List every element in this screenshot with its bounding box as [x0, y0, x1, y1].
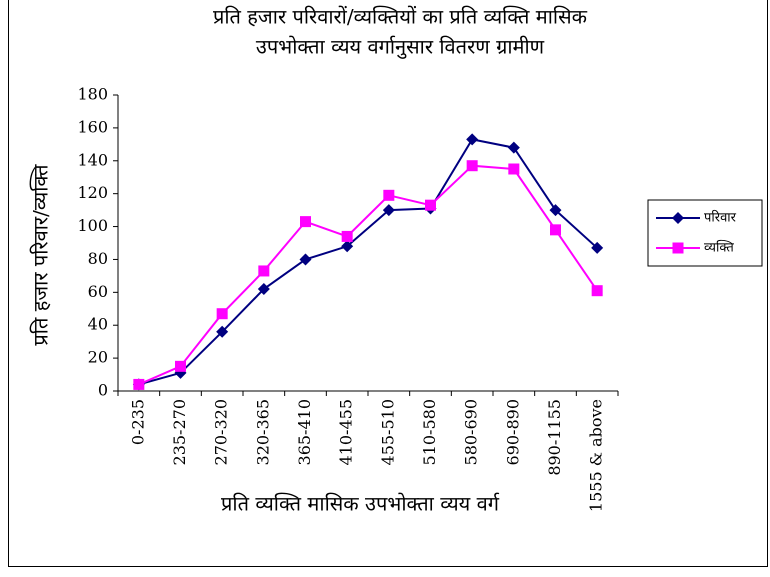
marker	[216, 325, 229, 338]
y-tick-label: 100	[77, 216, 108, 235]
marker	[672, 212, 684, 224]
marker	[257, 283, 270, 296]
marker	[299, 253, 312, 266]
marker	[300, 216, 311, 228]
marker	[508, 163, 520, 175]
legend-label: परिवार	[704, 210, 737, 226]
x-tick-label: 0-235	[128, 399, 147, 445]
marker	[466, 133, 479, 146]
y-tick-label: 160	[77, 117, 108, 136]
x-axis-label: प्रति व्यक्ति मासिक उपभोक्ता व्यय वर्ग	[221, 492, 500, 516]
marker	[382, 204, 395, 217]
marker	[591, 285, 603, 297]
x-tick-label: 235-270	[170, 399, 189, 465]
marker	[550, 224, 561, 236]
marker	[507, 141, 520, 154]
x-tick-label: 410-455	[337, 399, 356, 465]
marker	[341, 230, 353, 242]
y-tick-label: 60	[88, 282, 108, 301]
legend-box	[647, 199, 763, 267]
marker	[133, 378, 145, 390]
series-line	[138, 138, 598, 386]
marker	[672, 242, 684, 254]
marker	[258, 265, 270, 277]
chart-title: प्रति हजार परिवारों/व्यक्तियों का प्रति …	[213, 5, 588, 29]
marker	[549, 204, 562, 217]
marker	[591, 241, 604, 254]
x-tick-label: 270-320	[212, 399, 231, 465]
y-tick-label: 180	[77, 85, 108, 104]
marker	[216, 308, 228, 320]
x-tick-label: 455-510	[378, 399, 397, 465]
y-tick-label: 120	[77, 183, 108, 202]
y-tick-label: 0	[98, 381, 108, 400]
x-tick-label: 890-1155	[545, 399, 564, 476]
x-tick-label: 320-365	[253, 399, 272, 465]
x-tick-label: 510-580	[420, 399, 439, 465]
x-tick-label: 1555 & above	[587, 399, 606, 512]
marker	[341, 240, 354, 253]
series-line	[138, 164, 598, 386]
y-tick-label: 40	[88, 315, 108, 334]
marker	[175, 360, 186, 372]
x-tick-label: 690-890	[503, 399, 522, 465]
y-tick-label: 140	[77, 150, 108, 169]
y-tick-label: 20	[88, 348, 108, 367]
frame	[8, 0, 768, 567]
chart-title: उपभोक्ता व्यय वर्गानुसार वितरण ग्रामीण	[256, 35, 545, 60]
y-axis-label: प्रति हजार परिवार/व्यक्ति	[29, 164, 53, 346]
marker	[383, 189, 395, 201]
x-tick-label: 365-410	[295, 399, 314, 465]
legend-label: व्यक्ति	[704, 240, 734, 256]
y-tick-label: 80	[88, 249, 108, 268]
x-tick-label: 580-690	[462, 399, 481, 465]
marker	[425, 199, 436, 211]
marker	[466, 160, 478, 172]
